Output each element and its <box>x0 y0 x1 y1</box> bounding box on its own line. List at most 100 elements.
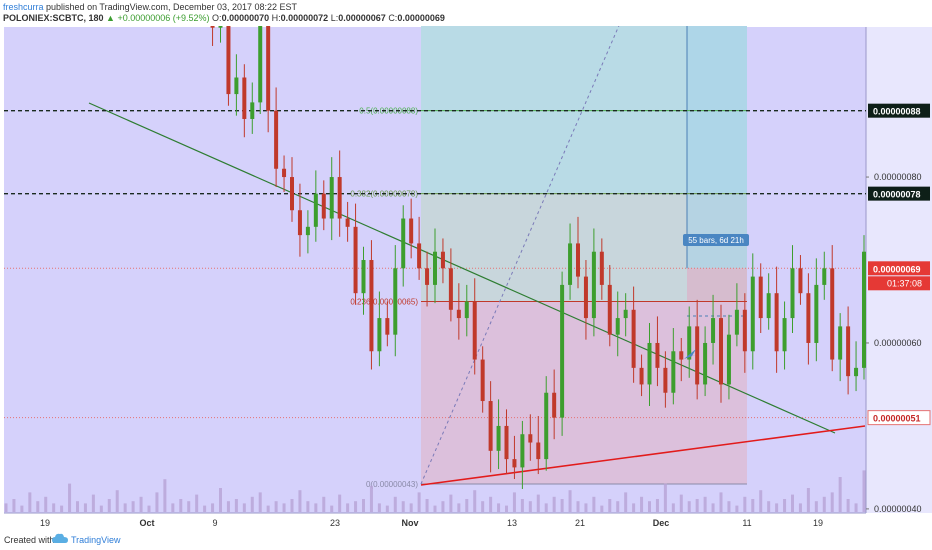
candle <box>440 238 445 284</box>
candle-body <box>790 268 795 319</box>
candle-body <box>297 210 302 236</box>
volume-bar <box>409 503 413 512</box>
candle-body <box>440 251 445 269</box>
arrow-icon <box>684 349 698 359</box>
author-link[interactable]: freshcurra <box>3 2 44 12</box>
volume-bar <box>846 499 850 512</box>
candle <box>790 245 795 334</box>
volume-bar <box>584 503 588 512</box>
volume-bar <box>83 503 87 512</box>
volume-bar <box>60 505 64 512</box>
candle-body <box>417 243 422 269</box>
volume-bar <box>28 492 32 512</box>
volume-bar <box>679 494 683 512</box>
volume-bar <box>600 505 604 512</box>
candle-body <box>393 268 398 335</box>
candle-body <box>758 276 763 319</box>
volume-bar <box>203 505 207 512</box>
candle-body <box>258 26 263 103</box>
candle-body <box>814 284 819 343</box>
candle <box>504 409 509 475</box>
measure-label: 55 bars, 6d 21h <box>683 234 749 246</box>
candle-body <box>591 251 596 319</box>
candle-body <box>599 251 604 285</box>
candle <box>552 369 557 440</box>
volume-bar <box>123 503 127 512</box>
x-tick-label: Dec <box>653 518 670 528</box>
volume-bar <box>354 501 358 512</box>
volume-bar <box>703 496 707 512</box>
volume-bar <box>822 496 826 512</box>
tradingview-brand[interactable]: TradingView <box>71 535 121 545</box>
candle-body <box>464 301 469 319</box>
candle-body <box>305 226 310 236</box>
volume-bar <box>671 503 675 512</box>
high-label: H: <box>271 13 281 23</box>
candle <box>218 26 223 43</box>
volume-bar <box>536 494 540 512</box>
volume-bar <box>425 499 429 512</box>
volume-bar <box>338 494 342 512</box>
volume-bar <box>830 492 834 512</box>
candle-body <box>329 177 334 219</box>
candle <box>401 205 406 287</box>
candle <box>695 299 700 400</box>
volume-bar <box>489 496 493 512</box>
x-tick-label: 23 <box>330 518 340 528</box>
candle <box>758 263 763 334</box>
candle <box>290 157 294 222</box>
volume-bar <box>362 499 365 512</box>
volume-bar <box>449 494 453 512</box>
open-value: 0.00000070 <box>221 13 270 23</box>
candle <box>210 26 215 46</box>
candle-body <box>568 243 573 285</box>
candle <box>734 283 739 347</box>
volume-bar <box>505 505 508 512</box>
x-tick-label: 19 <box>813 518 823 528</box>
candle <box>242 64 247 138</box>
x-tick-label: 11 <box>742 518 751 528</box>
volume-bar <box>735 505 739 512</box>
candle <box>456 283 461 340</box>
candle <box>329 157 334 241</box>
trendline-ascending[interactable] <box>420 425 866 486</box>
candle-body <box>846 326 851 377</box>
candle <box>448 248 453 322</box>
candle <box>854 341 859 392</box>
measure-label-bg <box>683 234 749 246</box>
candle-body <box>425 268 430 285</box>
candle <box>703 326 708 397</box>
volume-histogram <box>4 470 866 512</box>
volume-bar <box>544 503 548 512</box>
candle-body <box>838 326 843 360</box>
candle <box>393 245 398 357</box>
x-tick-label: 21 <box>575 518 585 528</box>
candle <box>576 216 580 289</box>
fib-label-0: 0(0.00000043) <box>366 480 418 489</box>
volume-bar <box>719 492 723 512</box>
level-price-badge: 0.00000088 <box>868 103 930 118</box>
candle <box>719 304 723 403</box>
volume-bar <box>131 501 135 512</box>
candle-body <box>544 392 549 460</box>
candle-body <box>576 243 580 277</box>
symbol-label: POLONIEX:SCBTC, 180 <box>3 13 104 23</box>
volume-bar <box>576 501 580 512</box>
volume-bar <box>473 490 477 512</box>
candle <box>266 26 271 133</box>
candle-body <box>242 77 247 119</box>
volume-bar <box>814 501 818 512</box>
candle-body <box>385 318 390 335</box>
candle-body <box>433 251 437 285</box>
price-chart[interactable]: 1(0.00000134)0.786(0.00000114)0.618(0.00… <box>0 26 932 530</box>
candle <box>512 435 517 480</box>
candle <box>687 306 692 378</box>
volume-bar <box>44 496 48 512</box>
candle-body <box>830 268 835 360</box>
volume-bar <box>862 470 866 512</box>
volume-bar <box>346 503 350 512</box>
candlesticks <box>210 26 866 489</box>
candle <box>425 251 430 307</box>
volume-bar <box>107 499 111 512</box>
trendline-descending[interactable] <box>88 102 836 434</box>
